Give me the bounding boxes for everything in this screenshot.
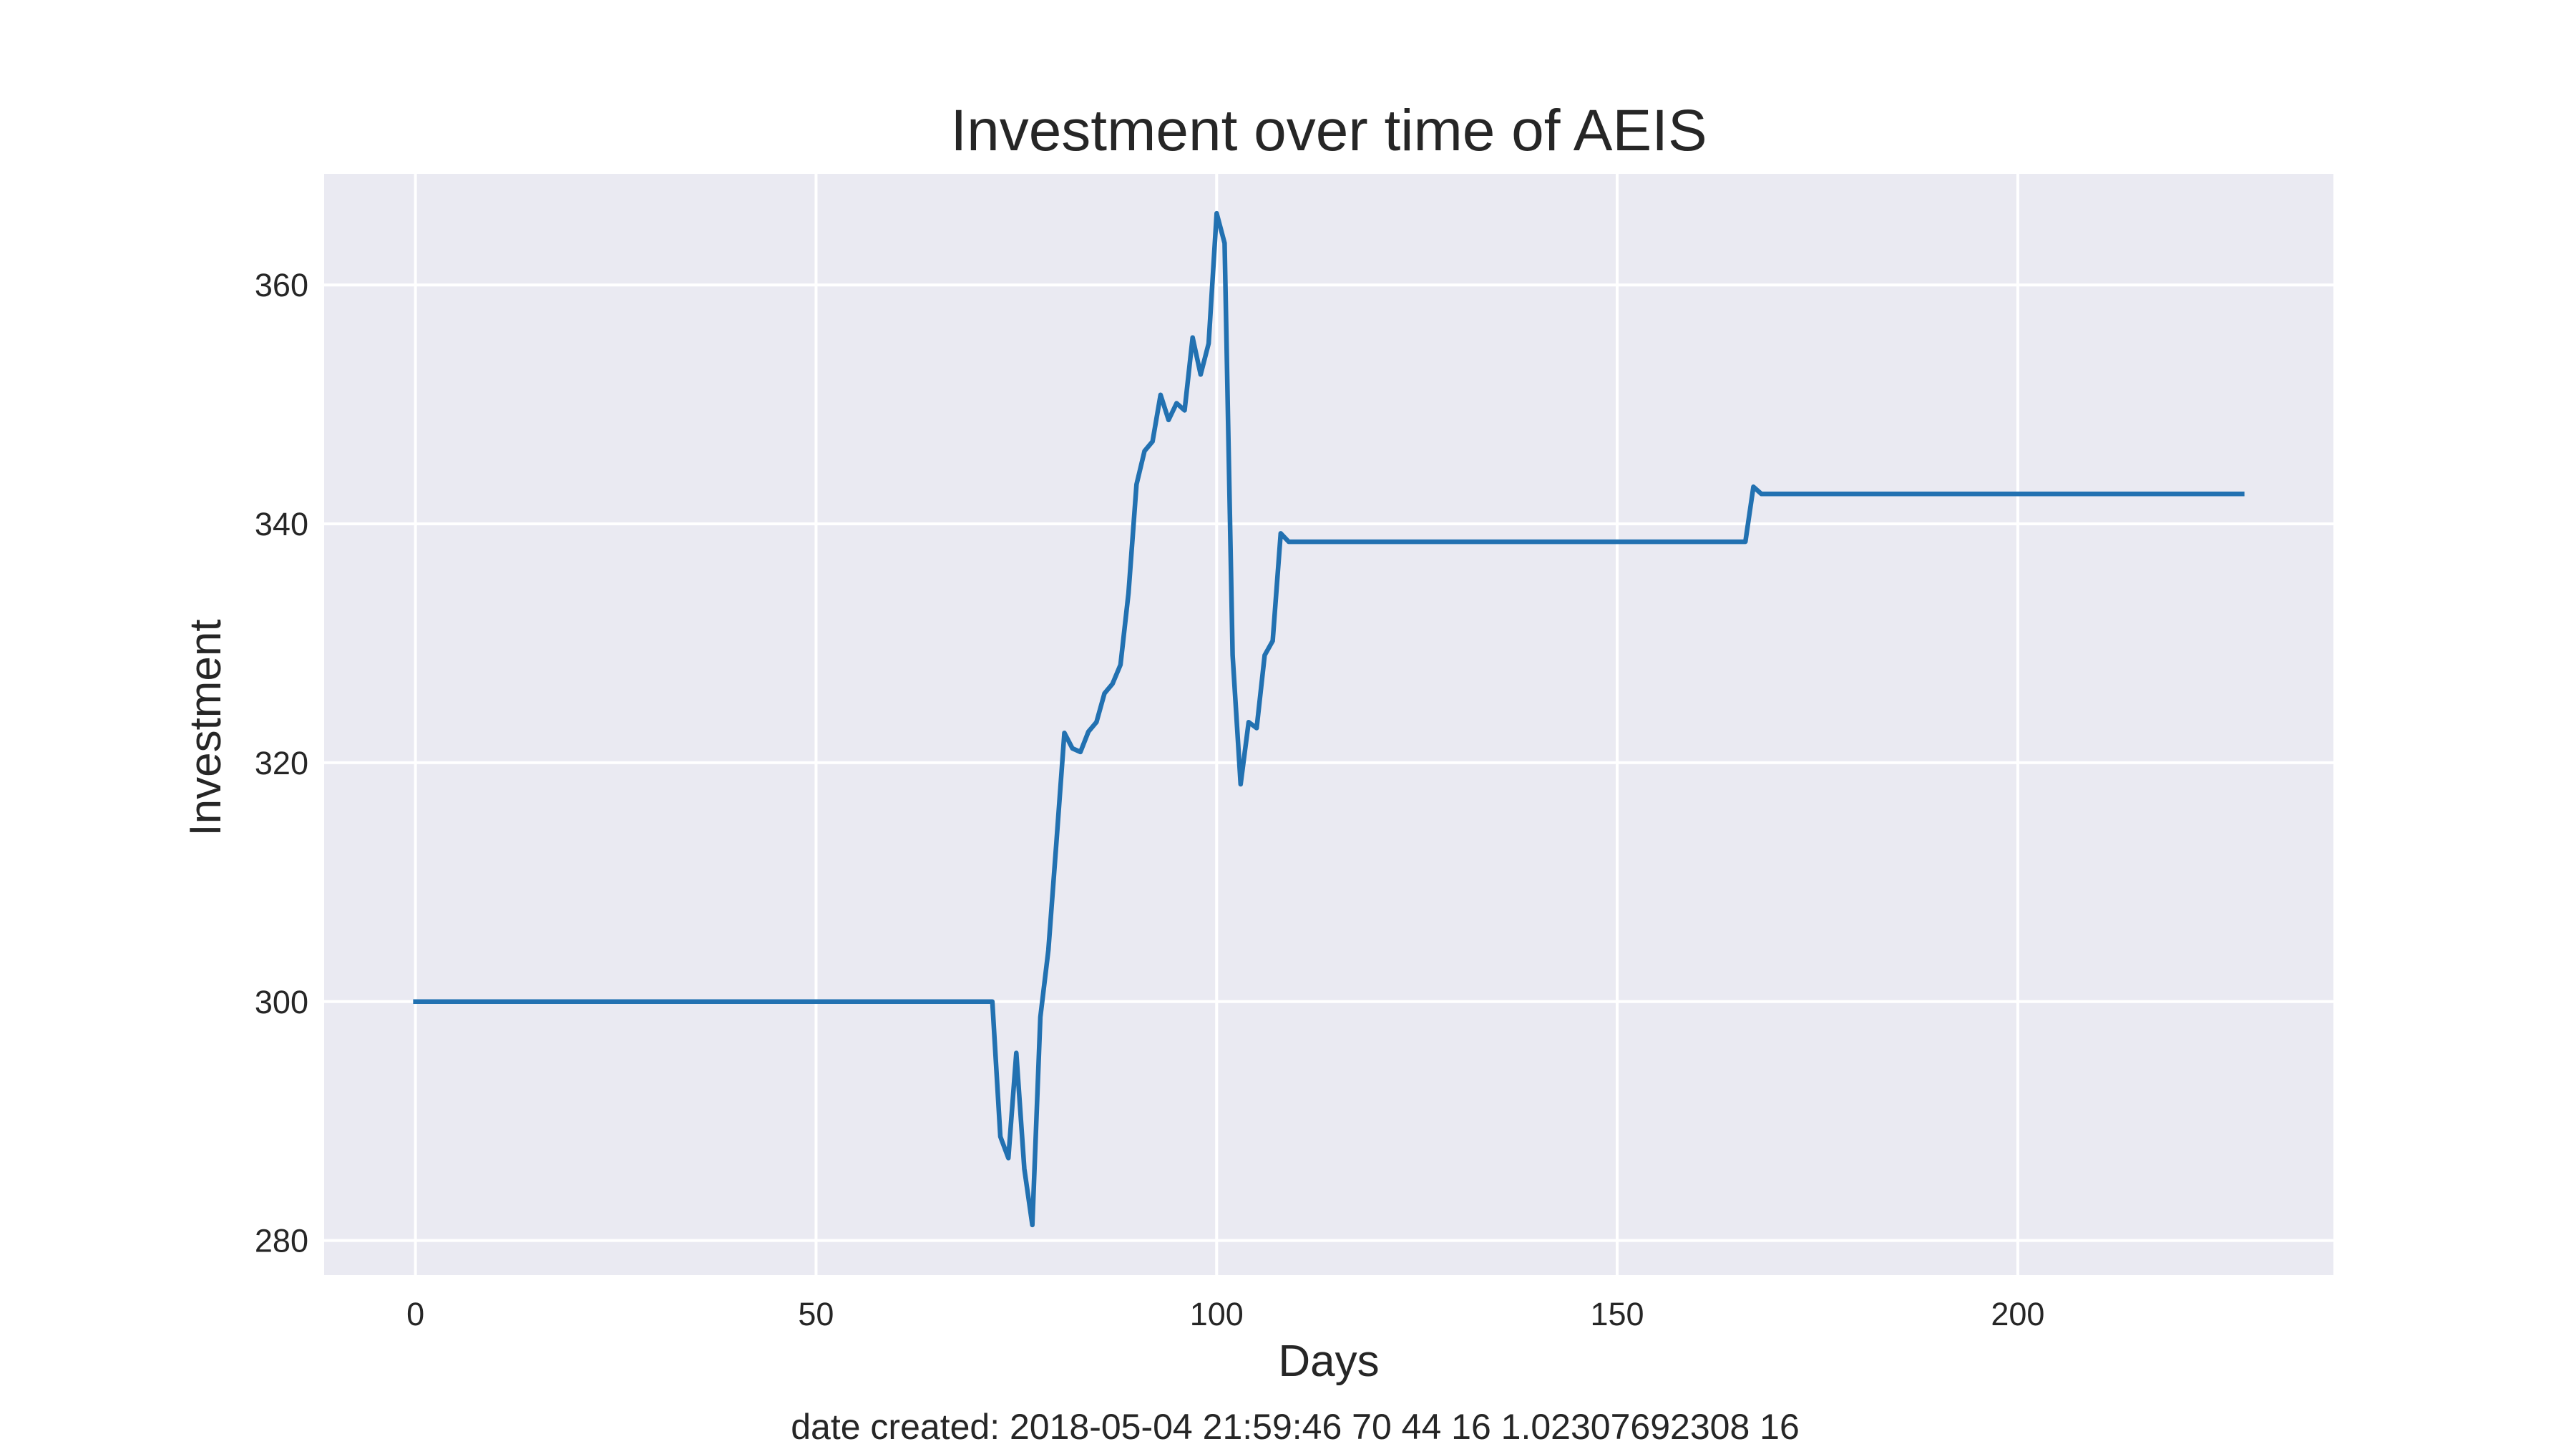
x-tick-label: 150 bbox=[1591, 1296, 1644, 1332]
x-tick-label: 200 bbox=[1991, 1296, 2044, 1332]
x-tick-label: 50 bbox=[798, 1296, 834, 1332]
y-tick-label: 340 bbox=[255, 506, 308, 542]
plot-area bbox=[324, 174, 2333, 1275]
chart-title: Investment over time of AEIS bbox=[950, 98, 1707, 163]
y-tick-label: 320 bbox=[255, 745, 308, 781]
y-axis-ticks: 280 300 320 340 360 bbox=[255, 267, 308, 1259]
x-tick-label: 100 bbox=[1190, 1296, 1244, 1332]
x-axis-label: Days bbox=[1278, 1337, 1379, 1386]
y-tick-label: 280 bbox=[255, 1223, 308, 1259]
series-line bbox=[413, 210, 2245, 1228]
x-axis-ticks: 0 50 100 150 200 bbox=[406, 1296, 2044, 1332]
series-group bbox=[413, 210, 2245, 1228]
y-axis-label: Investment bbox=[181, 619, 230, 836]
x-tick-label: 0 bbox=[406, 1296, 424, 1332]
y-tick-label: 300 bbox=[255, 984, 308, 1020]
y-tick-label: 360 bbox=[255, 267, 308, 303]
footer-date-text: date created: 2018-05-04 21:59:46 70 44 … bbox=[791, 1407, 1800, 1447]
